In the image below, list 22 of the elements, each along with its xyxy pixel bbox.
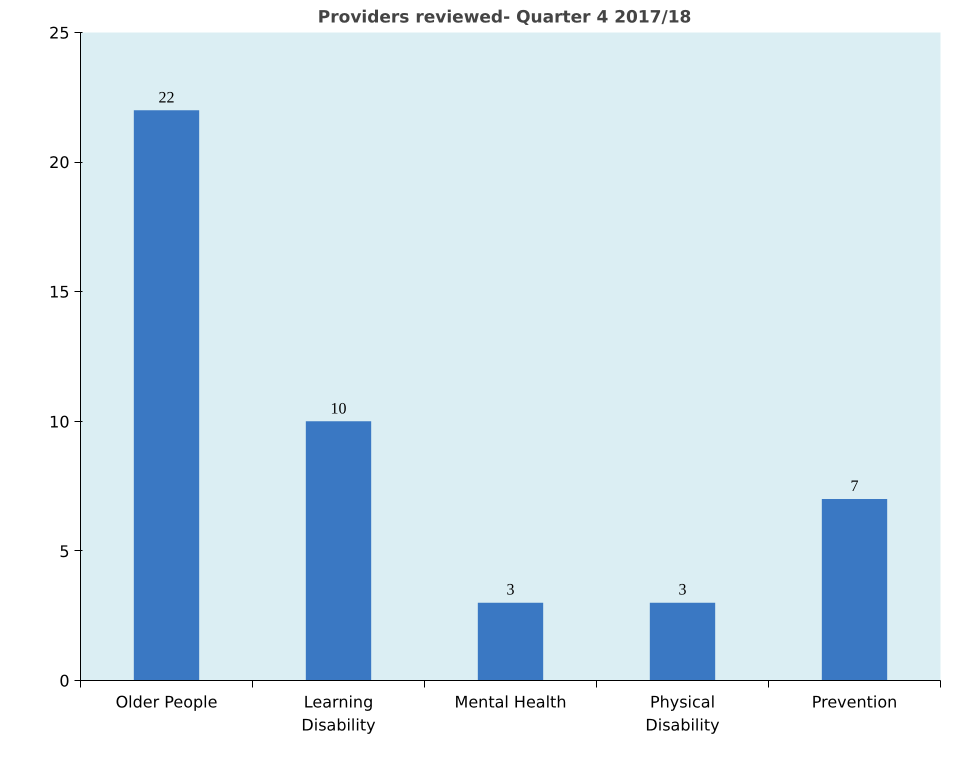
- data-label: 7: [850, 478, 858, 496]
- bar: [478, 602, 544, 680]
- y-tick-label: 5: [59, 542, 70, 561]
- x-tick-label: Physical Disability: [645, 692, 720, 734]
- x-tick-label: Prevention: [812, 692, 898, 712]
- data-label: 3: [678, 582, 686, 599]
- bar: [650, 602, 716, 680]
- x-tick-label: Mental Health: [454, 692, 566, 712]
- data-label: 10: [330, 400, 346, 418]
- y-tick-label: 0: [59, 672, 70, 690]
- data-label: 3: [506, 582, 514, 599]
- x-tick-label: Learning Disability: [301, 692, 376, 734]
- data-label: 22: [158, 89, 174, 106]
- chart-title: Providers reviewed- Quarter 4 2017/18: [318, 8, 692, 28]
- y-tick-label: 10: [49, 412, 70, 432]
- bar: [822, 499, 888, 680]
- x-tick-label: Older People: [116, 692, 218, 712]
- y-tick-label: 25: [49, 24, 70, 42]
- y-tick-label: 20: [49, 153, 70, 172]
- y-tick-label: 15: [49, 282, 70, 302]
- bar: [306, 421, 372, 680]
- bar: [134, 110, 200, 680]
